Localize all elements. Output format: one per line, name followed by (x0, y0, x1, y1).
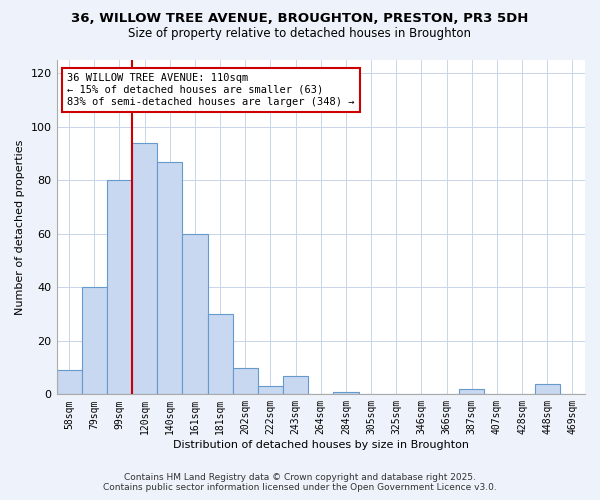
Bar (459, 389, 484, 394)
Bar (258, 386, 283, 394)
Y-axis label: Number of detached properties: Number of detached properties (15, 140, 25, 315)
Bar (233, 368, 258, 394)
Text: Contains HM Land Registry data © Crown copyright and database right 2025.
Contai: Contains HM Land Registry data © Crown c… (103, 473, 497, 492)
Bar (182, 234, 208, 394)
X-axis label: Distribution of detached houses by size in Broughton: Distribution of detached houses by size … (173, 440, 469, 450)
Bar (535, 384, 560, 394)
Text: Size of property relative to detached houses in Broughton: Size of property relative to detached ho… (128, 28, 472, 40)
Bar (56, 370, 82, 394)
Bar (208, 314, 233, 394)
Bar (132, 143, 157, 395)
Bar (334, 392, 359, 394)
Bar (157, 162, 182, 394)
Text: 36 WILLOW TREE AVENUE: 110sqm
← 15% of detached houses are smaller (63)
83% of s: 36 WILLOW TREE AVENUE: 110sqm ← 15% of d… (67, 74, 355, 106)
Text: 36, WILLOW TREE AVENUE, BROUGHTON, PRESTON, PR3 5DH: 36, WILLOW TREE AVENUE, BROUGHTON, PREST… (71, 12, 529, 26)
Bar (82, 288, 107, 395)
Bar (283, 376, 308, 394)
Bar (107, 180, 132, 394)
